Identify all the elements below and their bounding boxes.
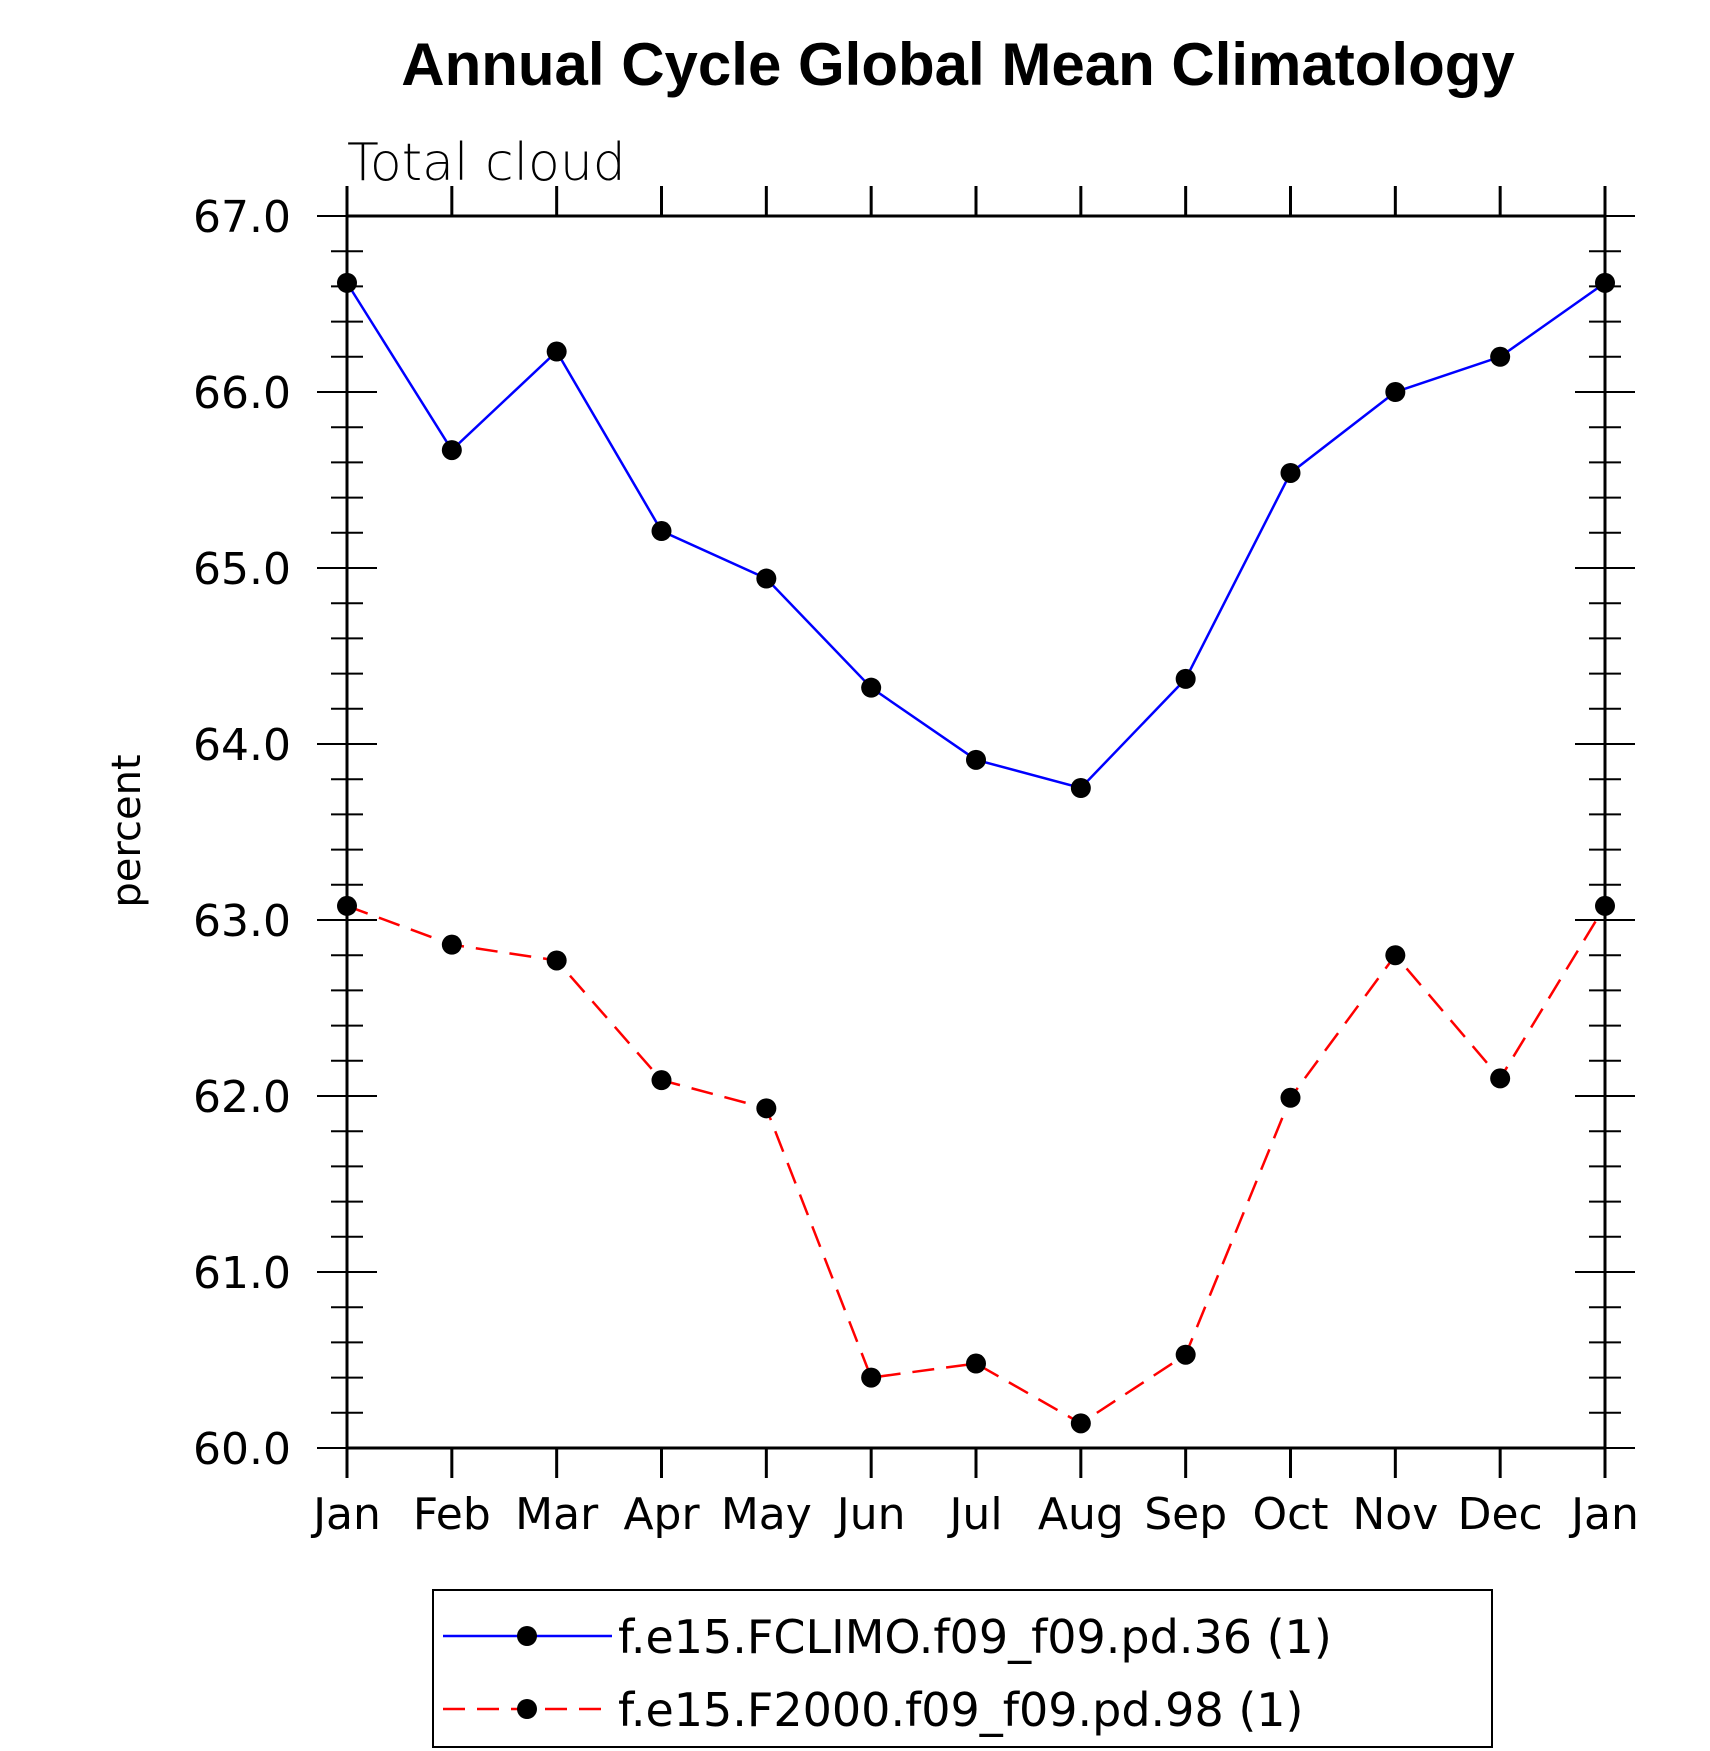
x-tick-label: Sep — [1144, 1489, 1227, 1540]
tick-labels: Jan Feb Mar Apr May Jun Jul Aug Sep Oct Nov Dec Jan 6… — [193, 192, 1639, 1540]
series-1 — [337, 272, 1615, 798]
legend-label: f.e15.F2000.f09_f09.pd.98 (1) — [618, 1683, 1304, 1737]
data-point — [966, 1353, 986, 1374]
x-tick-label: Aug — [1038, 1489, 1124, 1540]
x-tick-label: Apr — [623, 1489, 700, 1540]
y-tick-label: 67.0 — [193, 192, 291, 243]
x-tick-label: Jan — [310, 1489, 381, 1540]
legend-label: f.e15.FCLIMO.f09_f09.pd.36 (1) — [618, 1610, 1332, 1664]
x-tick-label: Nov — [1352, 1489, 1438, 1540]
data-point — [337, 272, 357, 293]
series-2 — [337, 895, 1615, 1434]
y-tick-label: 66.0 — [193, 368, 291, 419]
chart-title: Annual Cycle Global Mean Climatology — [401, 31, 1515, 98]
data-point — [861, 1367, 882, 1388]
data-point — [1595, 272, 1615, 293]
x-tick-label: Feb — [413, 1489, 491, 1540]
data-point — [1070, 778, 1091, 798]
data-point — [1280, 462, 1301, 483]
x-tick-label: May — [721, 1489, 812, 1540]
y-axis-label: percent — [104, 754, 150, 907]
series-line — [346, 904, 1607, 1425]
y-tick-label: 62.0 — [193, 1072, 291, 1123]
x-tick-label: Oct — [1252, 1489, 1328, 1540]
data-point — [441, 934, 462, 955]
legend-marker — [517, 1699, 537, 1719]
data-point — [756, 568, 777, 589]
x-tick-label: Jun — [834, 1489, 906, 1540]
y-tick-label: 63.0 — [193, 896, 291, 947]
data-point — [1490, 1068, 1511, 1089]
data-point — [861, 677, 882, 698]
data-point — [337, 895, 357, 916]
series-layer — [337, 272, 1615, 1434]
data-point — [546, 950, 567, 971]
data-point — [966, 749, 986, 770]
data-point — [1280, 1087, 1301, 1108]
data-point — [1490, 346, 1511, 367]
data-point — [546, 341, 567, 362]
x-tick-label: Mar — [515, 1489, 599, 1540]
legend-box — [432, 1589, 1493, 1748]
data-point — [441, 440, 462, 461]
series-line — [345, 281, 1606, 790]
data-point — [651, 521, 672, 542]
legend-marker — [517, 1626, 537, 1646]
data-point — [1385, 382, 1406, 402]
x-tick-label: Jul — [946, 1489, 1002, 1540]
data-point — [1175, 1344, 1196, 1365]
x-tick-label: Jan — [1568, 1489, 1639, 1540]
y-tick-label: 64.0 — [193, 720, 291, 771]
data-point — [756, 1098, 777, 1119]
plot-border — [345, 214, 1607, 1450]
data-point — [1175, 668, 1196, 689]
data-point — [651, 1070, 672, 1091]
y-tick-label: 60.0 — [193, 1424, 291, 1475]
y-tick-label: 61.0 — [193, 1248, 291, 1299]
y-tick-label: 65.0 — [193, 544, 291, 595]
plot-frame — [345, 214, 1607, 1450]
legend: f.e15.FCLIMO.f09_f09.pd.36 (1) f.e15.F200… — [432, 1589, 1493, 1748]
data-point — [1070, 1413, 1091, 1434]
chart-subtitle: Total cloud — [347, 133, 626, 193]
data-point — [1385, 945, 1406, 966]
axis-ticks — [317, 186, 1635, 1478]
x-tick-label: Dec — [1458, 1489, 1543, 1540]
data-point — [1595, 895, 1615, 916]
